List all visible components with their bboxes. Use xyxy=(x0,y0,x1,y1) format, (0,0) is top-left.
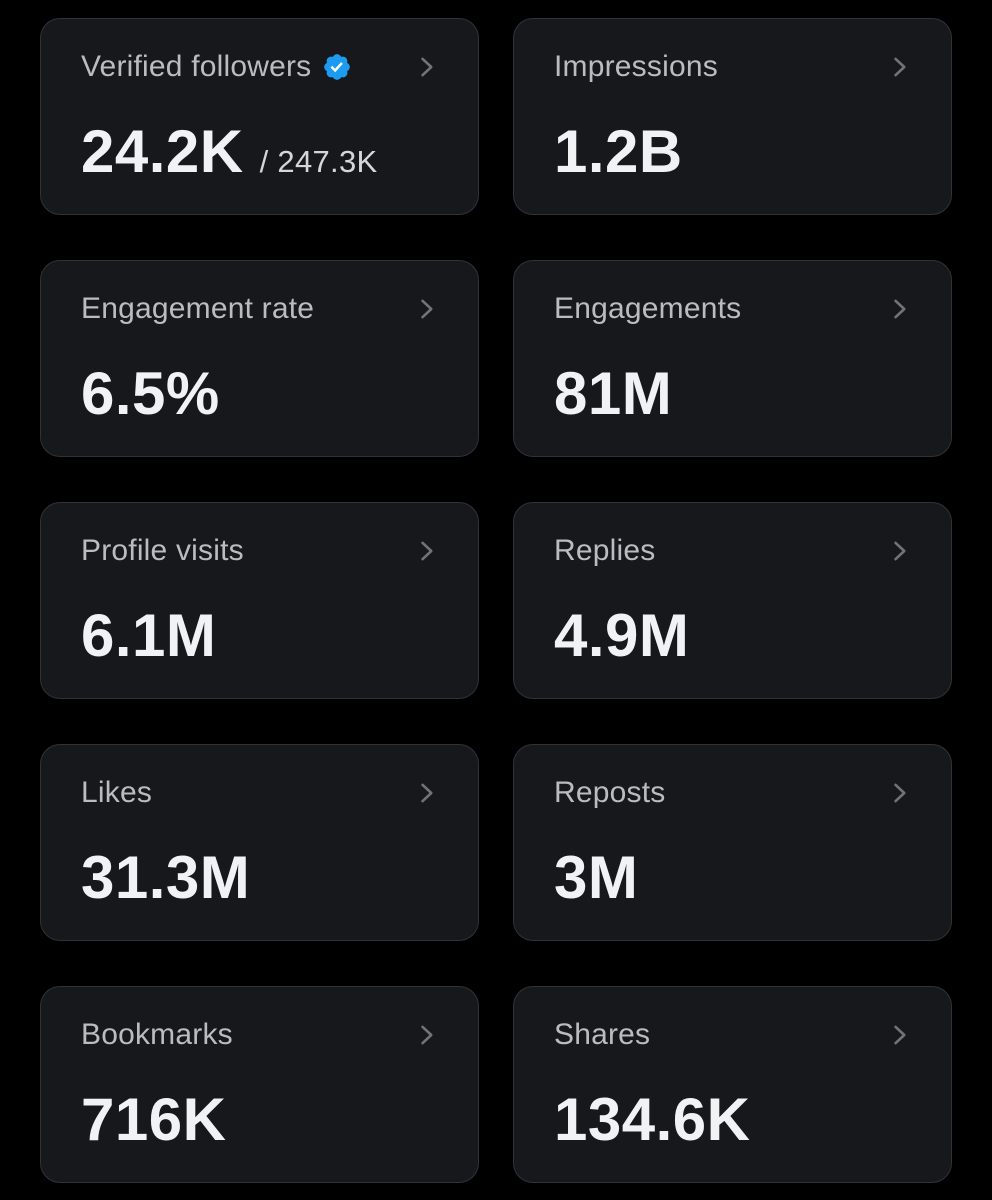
verified-badge-icon xyxy=(322,52,352,82)
stat-value-row: 1.2B xyxy=(554,118,915,185)
stat-card-header: Impressions xyxy=(554,49,915,85)
stat-card-header: Engagement rate xyxy=(81,291,442,327)
stat-label: Engagement rate xyxy=(81,292,315,325)
stat-secondary-value: / 247.3K xyxy=(259,144,378,179)
stat-card-replies[interactable]: Replies 4.9M xyxy=(513,502,952,699)
stat-card-engagement-rate[interactable]: Engagement rate 6.5% xyxy=(40,260,479,457)
stat-card-engagements[interactable]: Engagements 81M xyxy=(513,260,952,457)
stat-value-row: 24.2K / 247.3K xyxy=(81,118,442,185)
chevron-right-icon[interactable] xyxy=(885,537,913,565)
stat-card-header: Reposts xyxy=(554,775,915,811)
chevron-right-icon[interactable] xyxy=(412,53,440,81)
stat-label: Replies xyxy=(554,534,656,567)
stat-value-row: 134.6K xyxy=(554,1086,915,1153)
stat-value: 1.2B xyxy=(554,118,683,185)
stat-label-group: Bookmarks xyxy=(81,1017,233,1053)
stat-card-header: Likes xyxy=(81,775,442,811)
stat-label: Bookmarks xyxy=(81,1018,233,1051)
stat-value: 134.6K xyxy=(554,1086,751,1153)
chevron-right-icon[interactable] xyxy=(412,295,440,323)
stat-value: 81M xyxy=(554,360,673,427)
stat-label: Impressions xyxy=(554,50,718,83)
stat-label: Profile visits xyxy=(81,534,244,567)
stat-value: 31.3M xyxy=(81,844,251,911)
stat-label: Verified followers xyxy=(81,50,312,83)
stat-card-verified-followers[interactable]: Verified followers 24.2K / 247.3K xyxy=(40,18,479,215)
stat-card-header: Engagements xyxy=(554,291,915,327)
stat-label: Reposts xyxy=(554,776,666,809)
stat-value: 3M xyxy=(554,844,639,911)
stat-value-row: 81M xyxy=(554,360,915,427)
stat-card-impressions[interactable]: Impressions 1.2B xyxy=(513,18,952,215)
stat-value-row: 6.1M xyxy=(81,602,442,669)
stat-value-row: 716K xyxy=(81,1086,442,1153)
stat-value-row: 6.5% xyxy=(81,360,442,427)
stat-value-row: 4.9M xyxy=(554,602,915,669)
stat-label-group: Engagement rate xyxy=(81,291,314,327)
stat-label: Shares xyxy=(554,1018,651,1051)
stat-label-group: Profile visits xyxy=(81,533,244,569)
chevron-right-icon[interactable] xyxy=(412,779,440,807)
stat-label-group: Replies xyxy=(554,533,655,569)
stat-label-group: Likes xyxy=(81,775,152,811)
stat-card-profile-visits[interactable]: Profile visits 6.1M xyxy=(40,502,479,699)
stat-label-group: Reposts xyxy=(554,775,665,811)
stat-card-header: Shares xyxy=(554,1017,915,1053)
stat-value: 716K xyxy=(81,1086,227,1153)
chevron-right-icon[interactable] xyxy=(412,1021,440,1049)
stat-card-shares[interactable]: Shares 134.6K xyxy=(513,986,952,1183)
stat-card-header: Replies xyxy=(554,533,915,569)
stat-label: Engagements xyxy=(554,292,742,325)
stat-value: 6.5% xyxy=(81,360,220,427)
stat-label-group: Shares xyxy=(554,1017,650,1053)
stat-value: 4.9M xyxy=(554,602,690,669)
chevron-right-icon[interactable] xyxy=(885,1021,913,1049)
stat-label-group: Verified followers xyxy=(81,49,352,85)
chevron-right-icon[interactable] xyxy=(885,295,913,323)
stat-value: 24.2K xyxy=(81,118,244,185)
stat-card-reposts[interactable]: Reposts 3M xyxy=(513,744,952,941)
stat-value: 6.1M xyxy=(81,602,217,669)
stat-card-header: Verified followers xyxy=(81,49,442,85)
stat-label-group: Engagements xyxy=(554,291,741,327)
chevron-right-icon[interactable] xyxy=(885,53,913,81)
stat-card-header: Bookmarks xyxy=(81,1017,442,1053)
stat-card-header: Profile visits xyxy=(81,533,442,569)
stat-value-row: 31.3M xyxy=(81,844,442,911)
stat-card-likes[interactable]: Likes 31.3M xyxy=(40,744,479,941)
stat-label: Likes xyxy=(81,776,153,809)
stat-card-bookmarks[interactable]: Bookmarks 716K xyxy=(40,986,479,1183)
stat-label-group: Impressions xyxy=(554,49,718,85)
stat-value-row: 3M xyxy=(554,844,915,911)
chevron-right-icon[interactable] xyxy=(412,537,440,565)
chevron-right-icon[interactable] xyxy=(885,779,913,807)
